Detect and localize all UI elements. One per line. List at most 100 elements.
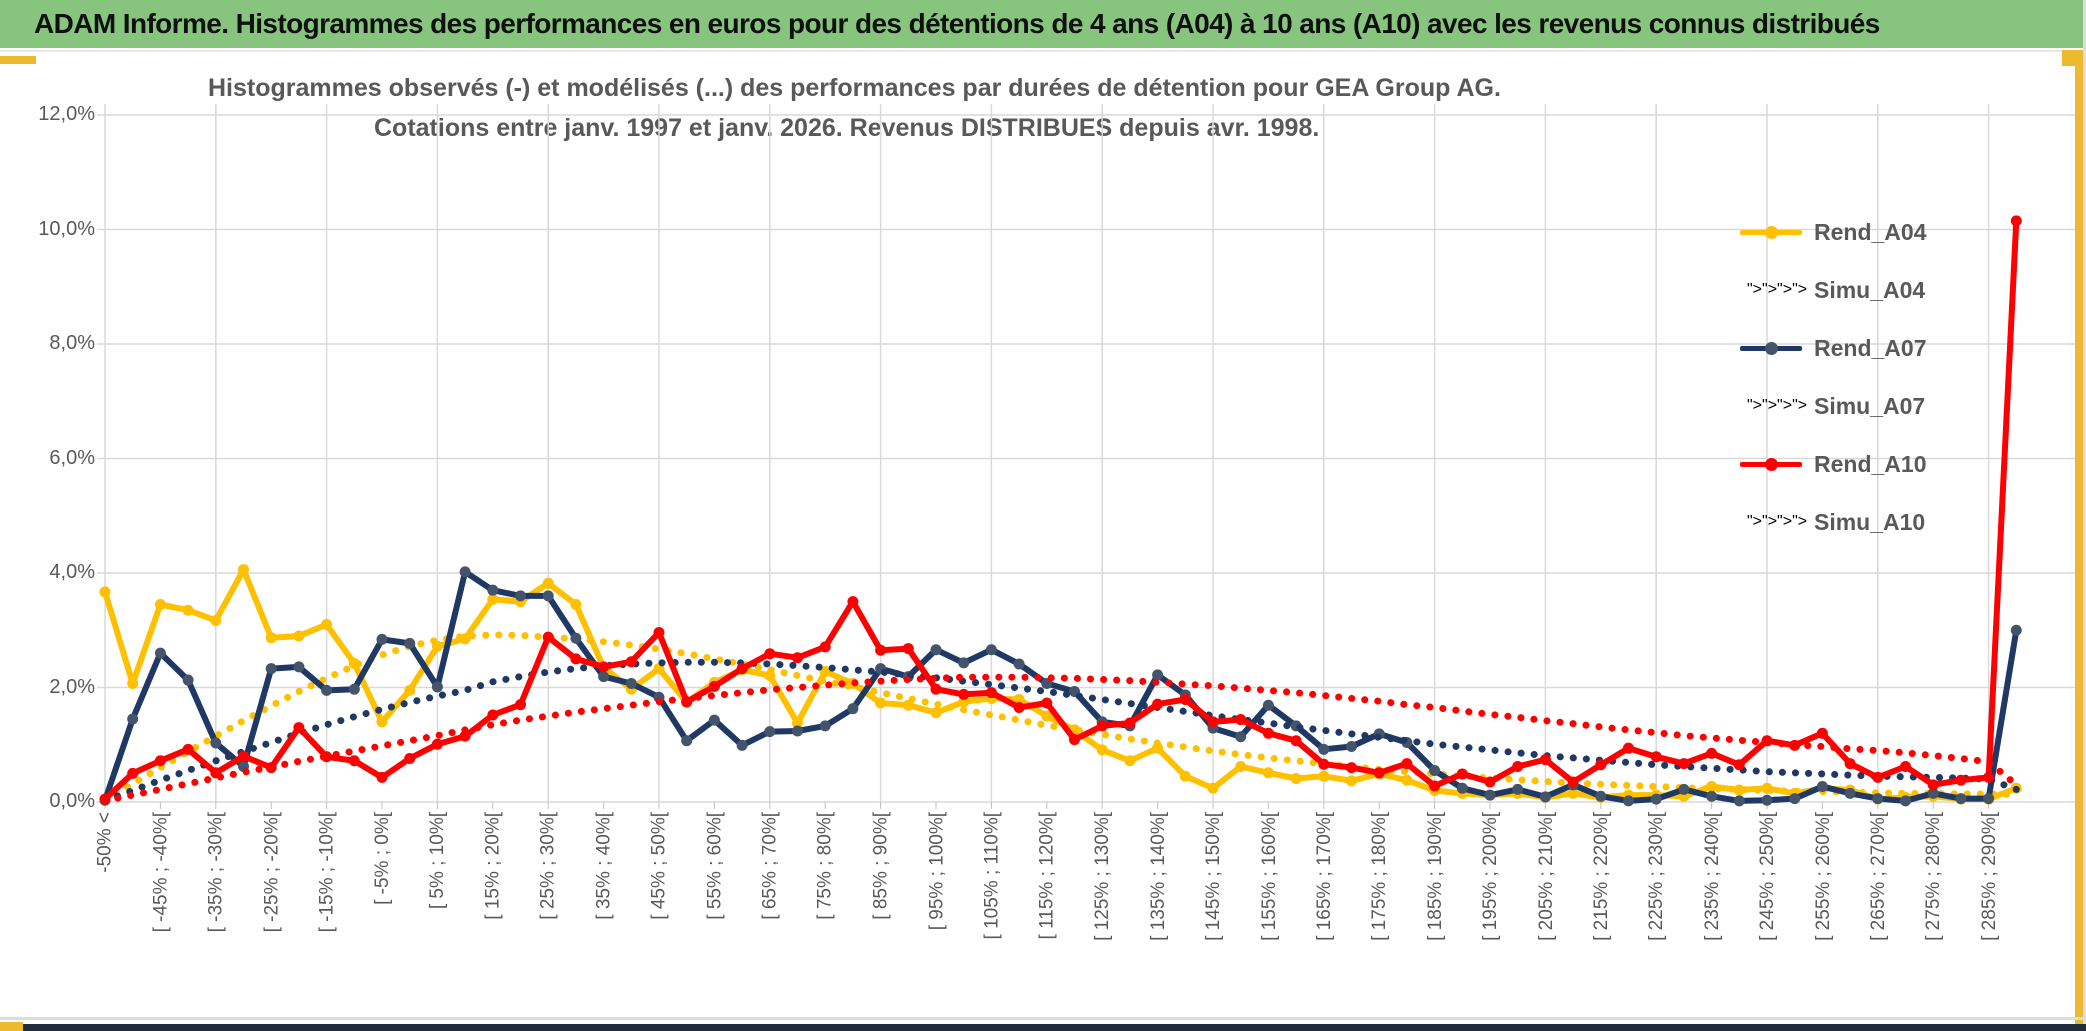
x-tick-label: [ 45% ; 50%[ [649,812,670,920]
series-Simu_A10[interactable] [101,673,2020,805]
marker-Rend_A04 [1013,694,1025,706]
marker-Rend_A10 [625,656,637,668]
marker-Rend_A10 [1013,702,1025,714]
legend-marker-solid [1740,456,1802,472]
marker-Rend_A04 [487,593,499,605]
marker-Rend_A07 [681,735,693,747]
window-edge-right [2083,0,2086,1031]
marker-Rend_A07 [1900,795,1911,807]
gold-border-right [2075,50,2083,1025]
marker-Rend_A10 [985,687,997,699]
marker-Rend_A07 [1789,793,1801,805]
x-tick-label: [ 155% ; 160%[ [1258,812,1280,941]
x-tick-label: [ -25% ; -20%[ [261,812,283,933]
window-edge-bottom [0,1017,2086,1020]
marker-Rend_A10 [1429,780,1441,792]
marker-Rend_A10 [1373,767,1385,779]
legend-item-Simu_A04[interactable]: ">">">"> Simu_A04 [1740,261,1926,319]
marker-Rend_A10 [1706,747,1718,759]
marker-Rend_A07 [265,663,277,675]
marker-Rend_A10 [1844,758,1856,770]
marker-Rend_A07 [459,566,471,578]
marker-Rend_A10 [1456,768,1468,780]
marker-Rend_A10 [127,767,139,779]
marker-Rend_A10 [570,653,582,665]
marker-Rend_A10 [431,738,443,750]
marker-Rend_A10 [736,663,748,675]
banner-underline [0,50,2086,52]
marker-Rend_A07 [321,684,333,696]
series-Simu_A04[interactable] [101,631,2020,804]
marker-Rend_A10 [1235,714,1247,726]
x-tick-label: [ 215% ; 220%[ [1590,812,1612,941]
marker-Rend_A10 [238,750,249,762]
marker-Rend_A10 [1318,758,1330,770]
y-tick-label: 6,0% [49,446,95,469]
x-tick-label: [ 135% ; 140%[ [1147,812,1169,941]
marker-Rend_A10 [1872,771,1884,783]
legend-item-Rend_A04[interactable]: Rend_A04 [1740,203,1926,261]
x-tick-label: [ 275% ; 280%[ [1923,812,1945,941]
marker-Rend_A10 [2010,215,2022,227]
series-Rend_A10[interactable] [102,217,2020,803]
marker-Rend_A04 [1179,770,1191,782]
marker-Rend_A07 [1512,783,1524,795]
marker-Rend_A10 [1124,717,1136,729]
marker-Rend_A04 [819,665,831,677]
x-tick-label: [ 65% ; 70%[ [759,812,781,920]
legend-item-Rend_A07[interactable]: Rend_A07 [1740,319,1926,377]
marker-Rend_A07 [1955,793,1967,805]
marker-Rend_A07 [792,725,803,737]
x-tick-label: [ 195% ; 200%[ [1480,812,1501,941]
marker-Rend_A04 [1346,775,1357,787]
x-tick-label: [ 75% ; 80%[ [815,812,837,920]
marker-Rend_A07 [210,737,222,749]
marker-Rend_A04 [930,707,942,719]
marker-Rend_A04 [1124,755,1136,767]
marker-Rend_A10 [1733,759,1745,771]
marker-Rend_A04 [293,630,305,642]
x-tick-label: [ -35% ; -30%[ [205,812,227,933]
series-Rend_A04[interactable] [102,566,2020,803]
marker-Rend_A04 [792,717,803,729]
x-tick-label: [ 225% ; 230%[ [1646,812,1668,941]
x-tick-label: [ 55% ; 60%[ [704,812,726,920]
legend-item-Rend_A10[interactable]: Rend_A10 [1740,435,1926,493]
marker-Rend_A10 [792,652,803,664]
gold-accent-bottom-left [0,1022,23,1031]
marker-Rend_A07 [1235,731,1247,743]
marker-Rend_A10 [1623,742,1634,754]
legend-item-Simu_A10[interactable]: ">">">"> Simu_A10 [1740,493,1926,551]
legend-marker-solid [1740,224,1802,240]
chart-title-line1: Histogrammes observés (-) et modélisés (… [208,74,1501,102]
legend-item-Simu_A07[interactable]: ">">">"> Simu_A07 [1740,377,1926,435]
x-tick-label: [ 25% ; 30%[ [538,812,560,920]
marker-Rend_A10 [764,648,776,660]
marker-Rend_A04 [99,586,111,598]
x-tick-label: [ -15% ; -10%[ [316,812,338,933]
x-tick-label: [ -5% ; 0%[ [372,812,393,905]
marker-Rend_A04 [1096,744,1108,756]
marker-Rend_A04 [182,604,194,616]
marker-Rend_A07 [930,644,942,656]
marker-Rend_A10 [902,643,914,655]
legend-label: Rend_A10 [1814,450,1927,477]
marker-Rend_A07 [1872,793,1884,805]
series-Simu_A07[interactable] [101,658,2020,804]
marker-Rend_A10 [182,743,194,755]
marker-Rend_A10 [1290,735,1302,747]
y-tick-label: 2,0% [49,675,95,698]
y-tick-label: 0,0% [49,790,95,812]
marker-Rend_A04 [210,615,222,627]
marker-Rend_A07 [431,681,443,693]
x-tick-label: [ 185% ; 190%[ [1424,812,1446,941]
x-tick-label: [ 175% ; 180%[ [1369,812,1391,941]
x-tick-label: [ 265% ; 270%[ [1867,812,1889,941]
marker-Rend_A07 [487,584,499,596]
x-tick-label: [ 145% ; 150%[ [1203,812,1224,941]
marker-Rend_A07 [1318,743,1330,755]
series-Rend_A07[interactable] [102,568,2020,804]
marker-Rend_A07 [625,677,637,689]
marker-Rend_A07 [708,714,720,726]
